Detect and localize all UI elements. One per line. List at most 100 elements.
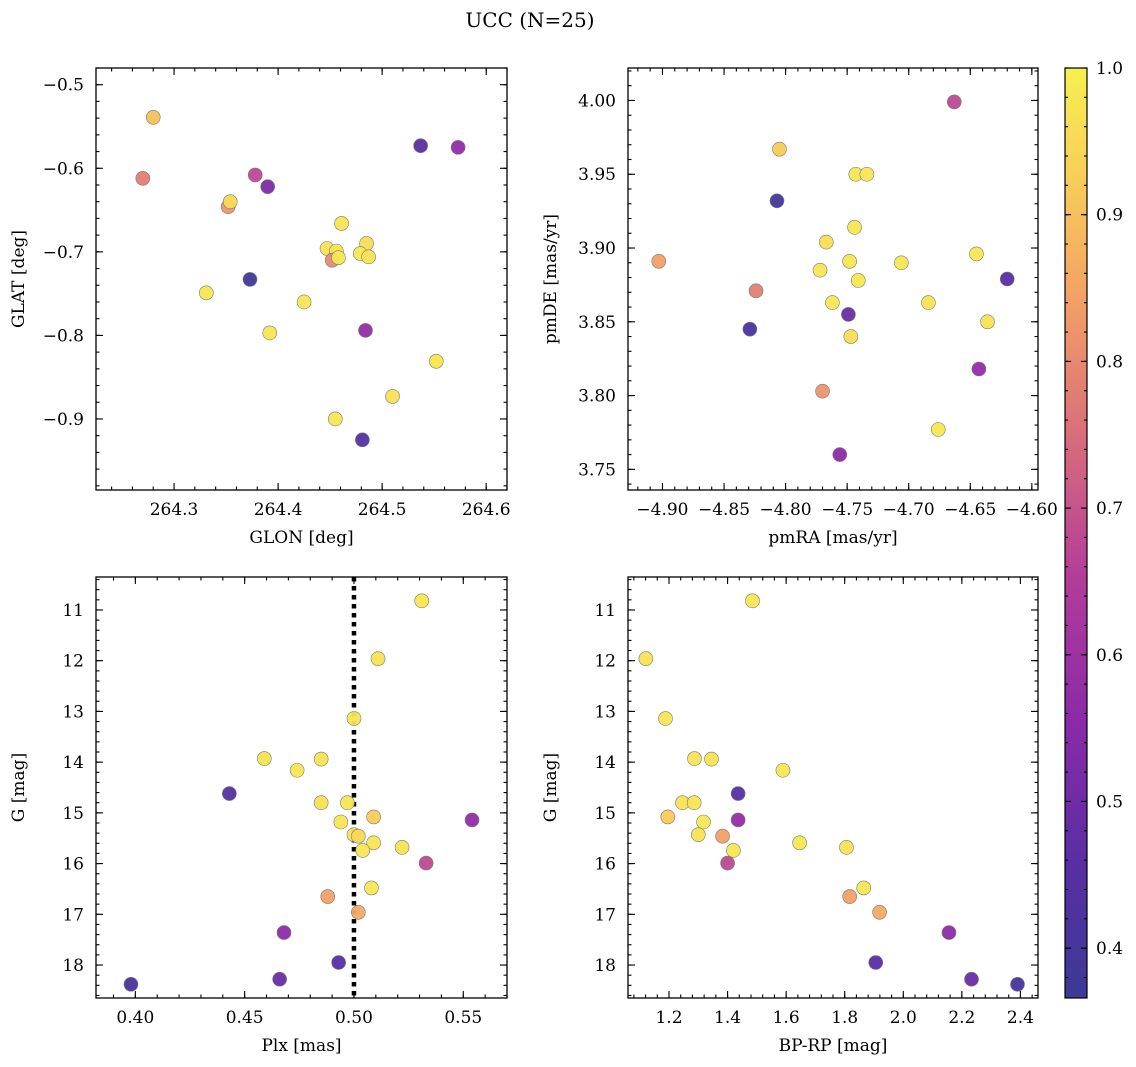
scatter-point	[660, 809, 676, 825]
scatter-point	[964, 971, 979, 987]
x-tick-label: −4.80	[760, 500, 812, 520]
x-tick-label: 2.0	[890, 1008, 917, 1028]
plot-frame	[95, 576, 508, 999]
scatter-point	[971, 361, 987, 377]
scatter-point	[385, 389, 400, 404]
scatter-point	[1010, 977, 1025, 992]
x-tick-label: 0.55	[444, 1008, 482, 1028]
panel-glon-glat: 264.3 264.4 264.5 264.6 −0.5 −0.6 −0.7 −0.8 −0.9…	[9, 67, 511, 548]
x-tick-label: −4.90	[636, 500, 688, 520]
y-tick-label: 14	[62, 753, 84, 773]
scatter-point	[313, 751, 329, 767]
scatter-point	[842, 889, 857, 904]
scatter-point	[260, 179, 275, 194]
panel-pmra-pmde: −4.90 −4.85 −4.80 −4.75 −4.70 −4.65 −4.60 3.75 3…	[541, 67, 1058, 548]
scatter-point	[748, 283, 764, 299]
plot-frame	[627, 67, 1039, 491]
scatter-point	[930, 422, 946, 437]
scatter-point	[812, 262, 828, 278]
scatter-point	[856, 880, 872, 896]
scatter-point	[394, 840, 410, 855]
x-tick-label: 0.40	[116, 1008, 154, 1028]
scatter-point	[123, 977, 139, 992]
y-tick-label: −0.9	[43, 410, 84, 430]
scatter-point	[730, 812, 746, 828]
scatter-point	[334, 216, 349, 231]
scatter-point	[346, 711, 362, 726]
scatter-point	[969, 246, 984, 262]
scatter-point	[464, 812, 480, 828]
y-tick-label: 17	[62, 905, 84, 925]
scatter-point	[850, 273, 866, 288]
y-tick-label: 4.00	[578, 91, 616, 111]
scatter-point	[825, 295, 840, 310]
scatter-point	[262, 325, 278, 341]
scatter-point	[370, 651, 386, 666]
y-tick-label: 3.90	[578, 239, 616, 259]
scatter-point	[351, 828, 366, 844]
scatter-point	[355, 843, 371, 858]
y-tick-label: −0.5	[43, 76, 84, 96]
scatter-point	[272, 971, 287, 987]
x-tick-label: −4.70	[883, 500, 935, 520]
scatter-point	[696, 814, 711, 830]
colorbar: 0.4 0.5 0.6 0.7 0.8 0.9 1.0	[1064, 59, 1123, 999]
scatter-point	[222, 786, 237, 801]
scatter-point	[842, 253, 857, 269]
x-tick-label: 2.4	[1007, 1008, 1034, 1028]
x-tick-label: 1.2	[655, 1008, 682, 1028]
scatter-point	[414, 593, 430, 609]
y-tick-label: 15	[594, 804, 616, 824]
x-tick-label: −4.65	[944, 500, 996, 520]
colorbar-tick-label: 1.0	[1096, 59, 1123, 79]
y-axis-label: GLAT [deg]	[9, 230, 29, 328]
scatter-point	[364, 880, 379, 896]
y-tick-label: 3.75	[578, 460, 616, 480]
scatter-point	[276, 925, 292, 940]
scatter-point	[366, 809, 381, 825]
scatter-point	[242, 272, 258, 287]
scatter-point	[355, 432, 370, 448]
colorbar-tick-label: 0.9	[1096, 206, 1123, 226]
colorbar-tick-label: 0.6	[1096, 646, 1123, 666]
scatter-point	[247, 167, 263, 183]
scatter-point	[296, 294, 312, 310]
scatter-point	[418, 855, 434, 871]
scatter-point	[704, 751, 719, 767]
scatter-point	[894, 255, 909, 271]
panel-bprp-g: 1.2 1.4 1.6 1.8 2.0 2.2 2.4 11 12 13 14 15 16 17 18 BP-…	[541, 576, 1039, 1056]
scatter-point	[413, 138, 428, 154]
scatter-point	[868, 955, 884, 970]
y-tick-label: 13	[594, 702, 616, 722]
x-tick-label: 264.3	[150, 500, 199, 520]
scatter-point	[366, 835, 381, 851]
scatter-point	[859, 166, 875, 182]
scatter-point	[715, 828, 730, 844]
x-tick-label: 264.4	[254, 500, 303, 520]
scatter-point	[222, 194, 238, 210]
scatter-point	[358, 323, 373, 338]
scatter-point	[687, 751, 702, 766]
scatter-point	[331, 250, 346, 265]
scatter-point	[289, 762, 305, 778]
scatter-point	[745, 593, 760, 609]
scatter-point	[841, 307, 856, 322]
y-axis-label: G [mag]	[541, 753, 561, 822]
scatter-point	[145, 110, 161, 125]
y-tick-label: 16	[594, 855, 616, 875]
x-tick-label: 2.2	[948, 1008, 975, 1028]
y-tick-label: −0.6	[43, 159, 84, 179]
scatter-point	[135, 171, 151, 186]
scatter-point	[730, 786, 746, 801]
colorbar-tick-label: 0.8	[1096, 352, 1123, 372]
scatter-point	[921, 295, 936, 310]
scatter-point	[428, 354, 444, 369]
scatter-point	[328, 411, 343, 427]
y-axis-label: pmDE [mas/yr]	[541, 214, 561, 344]
x-tick-label: 1.4	[714, 1008, 741, 1028]
scatter-point	[839, 840, 854, 855]
scatter-point	[351, 904, 366, 920]
y-tick-label: 3.80	[578, 387, 616, 407]
scatter-point	[775, 762, 791, 778]
